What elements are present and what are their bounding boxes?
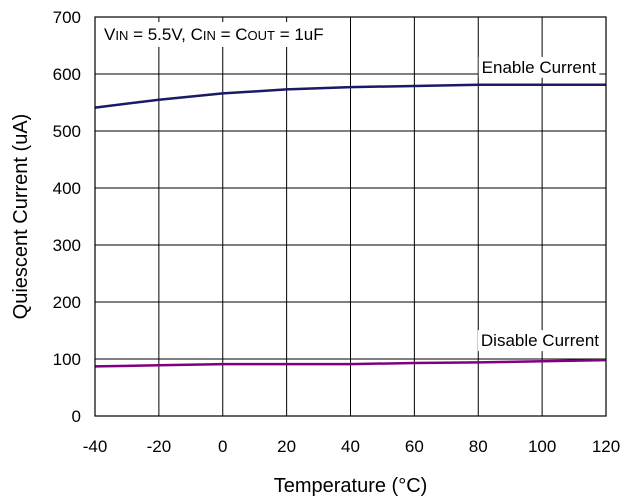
x-tick-label: 60 bbox=[405, 437, 424, 456]
y-tick-label: 700 bbox=[53, 8, 81, 27]
x-tick-label: 120 bbox=[592, 437, 620, 456]
plot-frame bbox=[94, 16, 607, 417]
x-tick-label: -20 bbox=[147, 437, 172, 456]
x-axis-title: Temperature (°C) bbox=[274, 475, 428, 497]
y-tick-label: 300 bbox=[53, 236, 81, 255]
y-tick-label: 100 bbox=[53, 350, 81, 369]
y-tick-label: 200 bbox=[53, 293, 81, 312]
x-tick-label: 100 bbox=[528, 437, 556, 456]
series-label-1: Enable Current bbox=[482, 58, 597, 77]
annotation: VIN = 5.5V, CIN = COUT = 1uF bbox=[98, 22, 330, 47]
y-tick-label: 500 bbox=[53, 122, 81, 141]
series-line-1 bbox=[94, 83, 606, 109]
x-tick-label: 40 bbox=[341, 437, 360, 456]
x-tick-label: 0 bbox=[218, 437, 227, 456]
annotation-background bbox=[98, 22, 330, 47]
y-tick-labels: 0 100 200 300 400 500 600 700 bbox=[53, 8, 81, 426]
x-tick-label: -40 bbox=[83, 437, 108, 456]
x-tick-label: 80 bbox=[469, 437, 488, 456]
x-tick-label: 20 bbox=[277, 437, 296, 456]
annotation-text: VIN = 5.5V, CIN = COUT = 1uF bbox=[104, 25, 324, 44]
x-tick-labels: -40 -20 0 20 40 60 80 100 120 bbox=[83, 437, 620, 456]
series-group bbox=[94, 83, 607, 368]
y-axis-title: Quiescent Current (uA) bbox=[10, 114, 32, 320]
series-label-background bbox=[478, 56, 600, 78]
series-label-2: Disable Current bbox=[481, 331, 599, 350]
y-tick-label: 400 bbox=[53, 179, 81, 198]
series-label-background bbox=[477, 330, 603, 352]
y-tick-label: 0 bbox=[72, 407, 81, 426]
y-tick-label: 600 bbox=[53, 65, 81, 84]
series-labels: Enable Current Disable Current bbox=[477, 56, 603, 352]
series-line-2 bbox=[94, 358, 607, 368]
